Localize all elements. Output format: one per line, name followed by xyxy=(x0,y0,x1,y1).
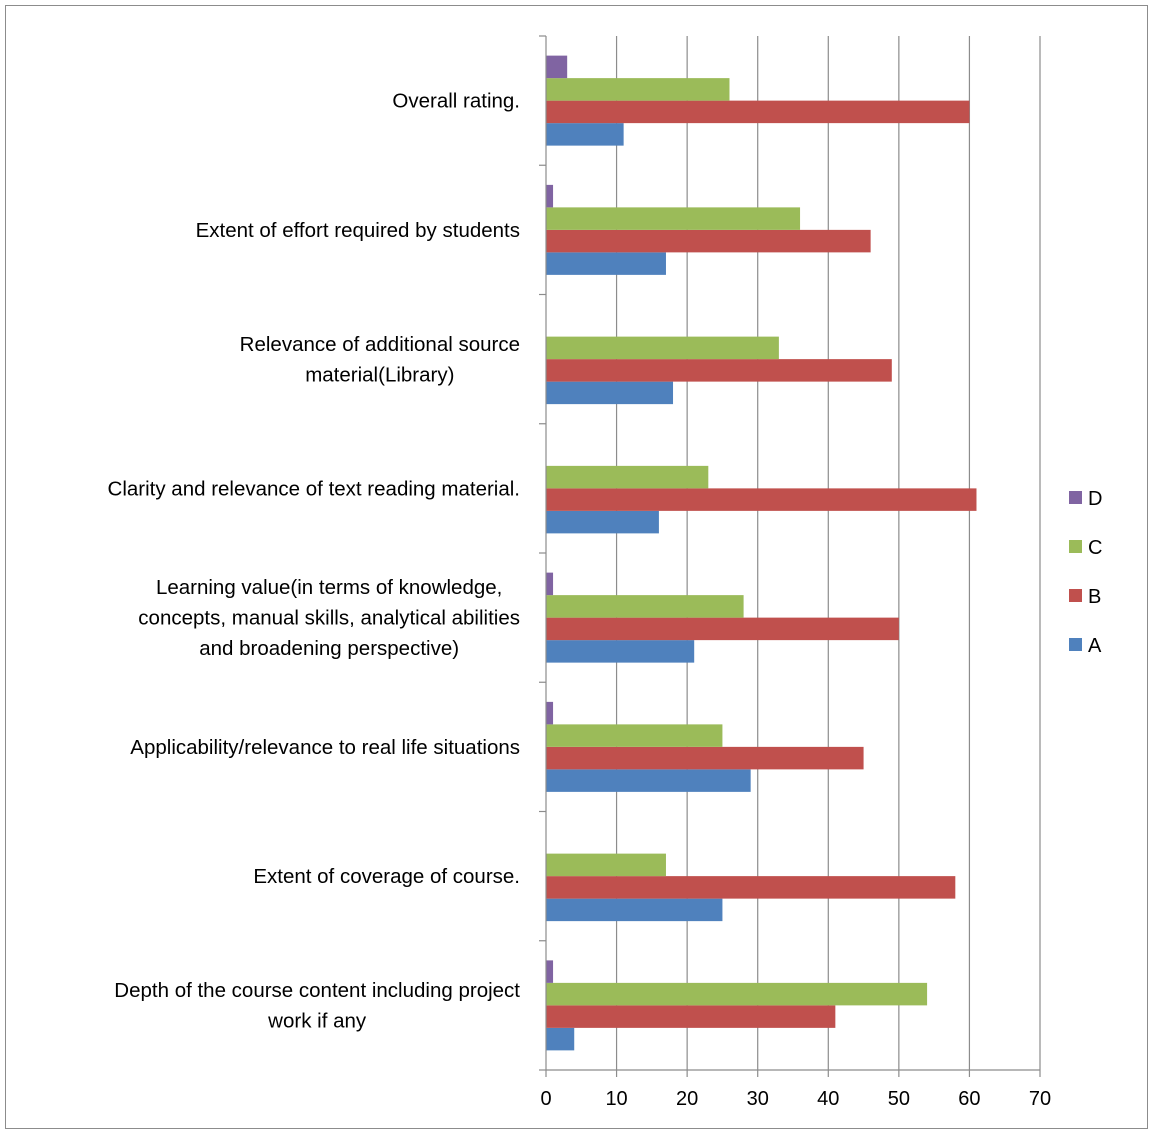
category-label-1-line-0: Extent of coverage of course. xyxy=(253,865,520,888)
legend-label-D: D xyxy=(1088,488,1102,510)
bar-B-7 xyxy=(546,100,970,124)
legend: D C B A xyxy=(1069,488,1102,657)
bar-C-6 xyxy=(546,207,801,230)
bar-C-7 xyxy=(546,78,730,101)
bar-C-1 xyxy=(546,853,666,877)
axes xyxy=(539,35,1041,1077)
category-labels: Depth of the course content including pr… xyxy=(108,90,521,1033)
bar-B-3 xyxy=(546,617,899,641)
x-tick-label-50: 50 xyxy=(888,1088,910,1110)
category-label-3-line-2: and broadening perspective) xyxy=(199,637,459,660)
bar-D-3 xyxy=(546,572,554,596)
bar-C-4 xyxy=(546,465,709,489)
category-label-6-line-0: Extent of effort required by students xyxy=(196,219,520,242)
bar-A-5 xyxy=(546,381,674,405)
bar-A-0 xyxy=(546,1027,575,1051)
bar-D-2 xyxy=(546,701,554,725)
bars xyxy=(546,55,977,1051)
legend-swatch-A xyxy=(1069,638,1082,651)
category-label-0-line-1: work if any xyxy=(267,1010,367,1033)
category-label-3-line-1: concepts, manual skills, analytical abil… xyxy=(138,607,520,630)
x-tick-label-10: 10 xyxy=(605,1088,627,1110)
bar-A-4 xyxy=(546,510,659,534)
bar-C-5 xyxy=(546,336,779,360)
x-tick-label-70: 70 xyxy=(1029,1088,1051,1110)
category-label-0-line-0: Depth of the course content including pr… xyxy=(114,979,520,1002)
tick-labels: 0 10 20 30 40 50 60 70 xyxy=(540,1088,1051,1110)
category-label-7-line-0: Overall rating. xyxy=(392,90,520,113)
x-tick-label-60: 60 xyxy=(958,1088,980,1110)
bar-B-6 xyxy=(546,229,871,253)
x-tick-label-30: 30 xyxy=(747,1088,769,1110)
category-label-3-line-0: Learning value(in terms of knowledge, xyxy=(156,576,502,599)
legend-label-A: A xyxy=(1088,635,1102,657)
bar-B-5 xyxy=(546,359,892,382)
category-label-2-line-0: Applicability/relevance to real life sit… xyxy=(130,736,520,759)
bar-C-0 xyxy=(546,982,928,1006)
legend-swatch-B xyxy=(1069,589,1082,602)
bar-C-2 xyxy=(546,724,723,747)
bar-A-3 xyxy=(546,640,695,663)
x-tick-label-20: 20 xyxy=(676,1088,698,1110)
bar-C-3 xyxy=(546,595,744,618)
bar-A-2 xyxy=(546,769,751,792)
bar-D-6 xyxy=(546,184,554,208)
bar-A-6 xyxy=(546,252,666,275)
bar-B-2 xyxy=(546,746,864,770)
bar-B-4 xyxy=(546,488,977,511)
legend-swatch-D xyxy=(1069,491,1082,504)
legend-swatch-C xyxy=(1069,540,1082,553)
bar-D-7 xyxy=(546,55,568,79)
category-label-5-line-1: material(Library) xyxy=(305,363,454,386)
bar-D-0 xyxy=(546,960,554,983)
bar-A-1 xyxy=(546,898,723,922)
x-tick-label-40: 40 xyxy=(817,1088,839,1110)
chart-frame xyxy=(5,5,1148,1129)
category-label-4-line-0: Clarity and relevance of text reading ma… xyxy=(108,477,520,500)
bar-B-0 xyxy=(546,1005,836,1028)
legend-label-C: C xyxy=(1088,537,1102,559)
legend-label-B: B xyxy=(1088,586,1101,608)
bar-A-7 xyxy=(546,123,624,146)
x-tick-label-0: 0 xyxy=(540,1088,551,1110)
bar-B-1 xyxy=(546,876,956,899)
category-label-5-line-0: Relevance of additional source xyxy=(240,333,520,356)
